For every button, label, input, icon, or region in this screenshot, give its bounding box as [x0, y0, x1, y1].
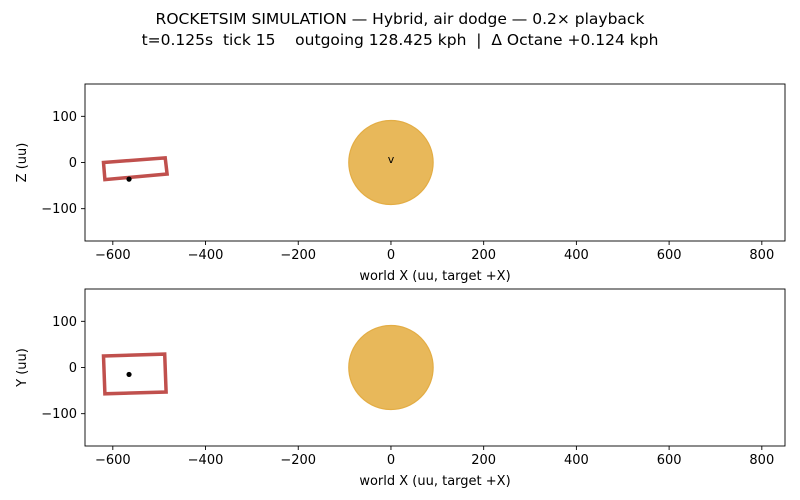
panel-top-y-axis-label: Y (uu) [15, 348, 30, 388]
panel-top-x-tick-label: −200 [280, 453, 316, 468]
panel-side-y-tick-label: 0 [69, 156, 77, 171]
panel-top-x-axis-label: world X (uu, target +X) [359, 474, 510, 489]
chart-title-line-1: ROCKETSIM SIMULATION — Hybrid, air dodge… [155, 10, 645, 28]
panel-side-x-tick-label: 0 [387, 248, 395, 263]
panel-side-x-tick-label: 200 [471, 248, 496, 263]
panel-side-ball [348, 119, 434, 206]
panel-side-car-center-point [126, 176, 132, 182]
panel-top-y-tick-label: 100 [52, 315, 77, 330]
panel-top-x-tick-label: −400 [188, 453, 224, 468]
panel-side-x-tick-label: 600 [657, 248, 682, 263]
panel-top-y-tick-label: −100 [41, 407, 77, 422]
panel-side-x-tick-label: 400 [564, 248, 589, 263]
chart-title-line-2: t=0.125s tick 15 outgoing 128.425 kph | … [141, 31, 659, 49]
panel-side-x-axis-label: world X (uu, target +X) [359, 269, 510, 284]
panel-side-y-axis-label: Z (uu) [15, 143, 30, 183]
panel-top-x-tick-label: 800 [749, 453, 774, 468]
panel-top-x-tick-label: 0 [387, 453, 395, 468]
panel-side-y-tick-label: 100 [52, 110, 77, 125]
panel-top-x-tick-label: 200 [471, 453, 496, 468]
panel-top-car-outline [101, 352, 168, 396]
panel-top-x-tick-label: 400 [564, 453, 589, 468]
panel-top-x-tick-label: −600 [95, 453, 131, 468]
panel-top-ball [348, 324, 434, 411]
panel-side-axes-frame [84, 83, 786, 242]
panel-top-axes-frame [84, 288, 786, 447]
panel-side-x-tick-label: −400 [188, 248, 224, 263]
panel-side-x-tick-label: −200 [280, 248, 316, 263]
panel-side-velocity-annotation: v [388, 153, 395, 166]
panel-side-x-tick-label: 800 [749, 248, 774, 263]
panel-side-x-tick-label: −600 [95, 248, 131, 263]
panel-side-car-outline [101, 156, 170, 182]
panel-top-x-tick-label: 600 [657, 453, 682, 468]
panel-top-y-tick-label: 0 [69, 361, 77, 376]
panel-side-y-tick-label: −100 [41, 202, 77, 217]
panel-top-car-center-point [126, 371, 132, 378]
